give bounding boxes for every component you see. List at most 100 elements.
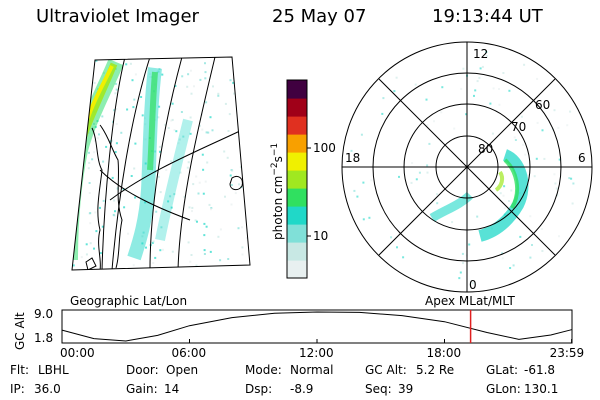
speckle-dot <box>190 254 193 256</box>
speckle-dot <box>98 133 100 136</box>
speckle-dot <box>197 192 200 195</box>
speckle-dot <box>217 92 220 95</box>
speckle-dot <box>428 142 431 145</box>
gc-alt-frame <box>61 309 573 344</box>
speckle-dot <box>189 69 192 72</box>
speckle-dot <box>426 164 429 167</box>
speckle-dot <box>232 81 235 84</box>
speckle-dot <box>224 195 226 198</box>
speckle-dot <box>441 86 444 89</box>
status-glat-value: -61.8 <box>524 363 556 377</box>
speckle-dot <box>237 227 240 230</box>
speckle-dot <box>191 210 193 213</box>
speckle-dot <box>362 218 365 221</box>
speckle-dot <box>125 63 128 66</box>
speckle-dot <box>246 60 249 62</box>
speckle-dot <box>202 168 205 171</box>
speckle-dot <box>205 101 208 104</box>
status-gcalt-label: GC Alt: <box>365 363 407 377</box>
speckle-dot <box>536 121 539 124</box>
speckle-dot <box>72 105 75 108</box>
speckle-dot <box>175 130 178 133</box>
speckle-dot <box>167 200 170 203</box>
speckle-dot <box>513 136 516 139</box>
speckle-dot <box>171 102 174 105</box>
speckle-dot <box>529 215 532 218</box>
speckle-dot <box>492 87 495 90</box>
speckle-dot <box>111 139 114 142</box>
colorbar-swatch <box>287 188 307 207</box>
colorbar-swatch <box>287 206 307 225</box>
colorbar-gradient <box>287 80 307 279</box>
speckle-dot <box>196 220 198 223</box>
speckle-dot <box>543 157 546 160</box>
speckle-dot <box>170 119 173 122</box>
speckle-dot <box>209 116 212 119</box>
polar-speckle <box>348 51 575 285</box>
speckle-dot <box>111 176 114 179</box>
polar-plot: 12 18 6 0 80 70 60 <box>341 41 593 293</box>
colorbar-unit-sup1: −2 <box>270 162 280 175</box>
speckle-dot <box>508 89 511 92</box>
status-door-label: Door: <box>126 363 159 377</box>
speckle-dot <box>556 194 559 197</box>
speckle-dot <box>141 114 144 117</box>
speckle-dot <box>114 92 117 95</box>
speckle-dot <box>171 250 174 253</box>
speckle-dot <box>89 242 92 245</box>
speckle-dot <box>161 73 164 76</box>
speckle-dot <box>193 85 195 88</box>
speckle-dot <box>134 73 137 76</box>
speckle-dot <box>210 208 212 211</box>
speckle-dot <box>501 252 504 255</box>
speckle-dot <box>510 189 513 192</box>
speckle-dot <box>192 183 195 186</box>
speckle-dot <box>210 207 213 209</box>
status-filter-label: Flt: <box>10 363 29 377</box>
speckle-dot <box>133 167 136 170</box>
speckle-dot <box>189 260 192 263</box>
status-gain-label: Gain: <box>126 382 158 396</box>
speckle-dot <box>174 85 177 87</box>
speckle-dot <box>217 94 220 97</box>
polar-oval-dusk <box>478 149 529 242</box>
speckle-dot <box>246 236 249 239</box>
speckle-dot <box>187 73 190 76</box>
speckle-dot <box>159 249 162 252</box>
speckle-dot <box>171 118 174 121</box>
speckle-dot <box>502 194 505 197</box>
speckle-dot <box>501 257 504 260</box>
speckle-dot <box>476 215 479 218</box>
speckle-dot <box>93 151 96 154</box>
gc-alt-chart: GC Alt 9.0 1.8 00:00 06:00 12:00 18:00 23:59 <box>13 307 584 360</box>
speckle-dot <box>159 150 161 153</box>
speckle-dot <box>157 175 160 178</box>
polar-oval-core <box>503 158 520 209</box>
speckle-dot <box>207 131 210 134</box>
status-gain-value: 14 <box>164 382 180 396</box>
speckle-dot <box>99 206 101 209</box>
speckle-dot <box>151 241 154 244</box>
speckle-dot <box>239 125 242 128</box>
speckle-dot <box>81 135 84 138</box>
speckle-dot <box>204 71 207 74</box>
speckle-dot <box>194 219 197 222</box>
speckle-dot <box>95 59 98 62</box>
speckle-dot <box>535 157 538 160</box>
speckle-dot <box>440 111 443 114</box>
speckle-dot <box>571 202 574 205</box>
speckle-dot <box>87 167 90 170</box>
speckle-dot <box>557 126 560 129</box>
speckle-dot <box>164 123 167 126</box>
speckle-dot <box>72 100 75 103</box>
speckle-dot <box>85 243 88 246</box>
speckle-dot <box>158 145 161 148</box>
speckle-dot <box>219 259 222 262</box>
speckle-dot <box>474 89 477 92</box>
colorbar-swatch <box>287 152 307 171</box>
speckle-dot <box>245 158 247 161</box>
speckle-dot <box>157 116 160 119</box>
speckle-dot <box>398 175 400 178</box>
speckle-dot <box>458 277 461 280</box>
